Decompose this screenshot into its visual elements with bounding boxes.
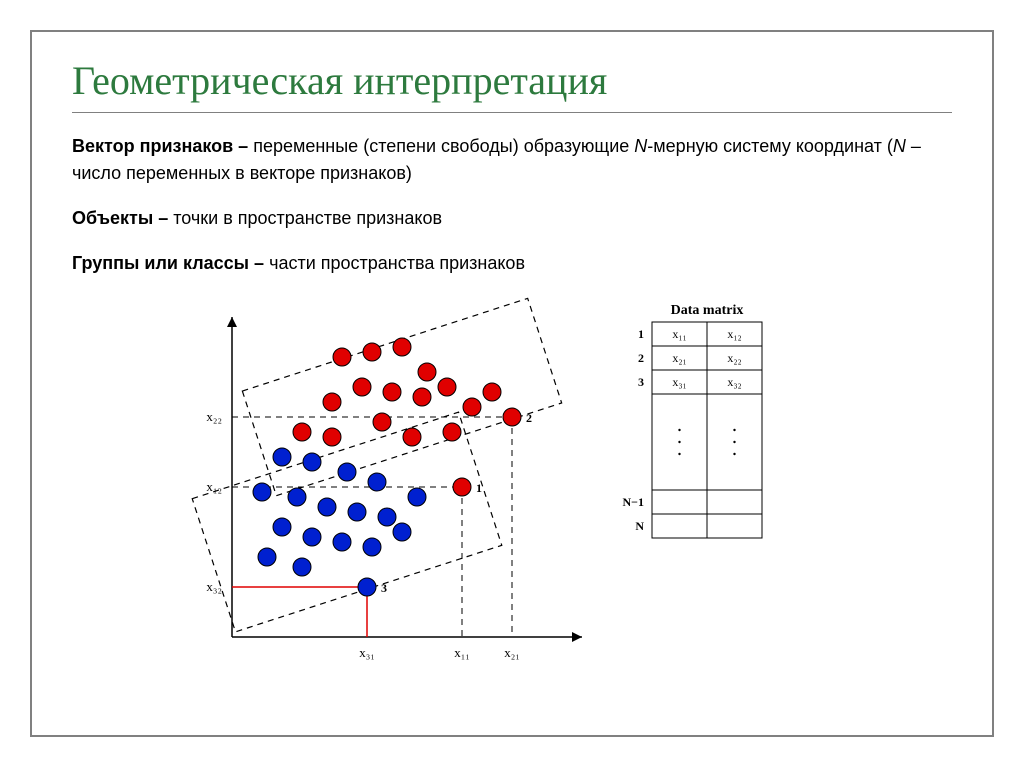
svg-text:x₂₂: x₂₂	[727, 351, 741, 365]
p1-body: переменные (степени свободы) образующие	[253, 136, 634, 156]
svg-text:2: 2	[638, 351, 644, 365]
svg-text:x₁₂: x₁₂	[727, 327, 741, 341]
svg-text:x₁₁: x₁₁	[672, 327, 686, 341]
slide-title: Геометрическая интерпретация	[72, 57, 952, 104]
svg-text:x₃₂: x₃₂	[727, 375, 741, 389]
p3-body: части пространства признаков	[269, 253, 525, 273]
svg-text:Data matrix: Data matrix	[671, 303, 744, 318]
p1-term: Вектор признаков –	[72, 136, 253, 156]
p1-n1: N	[634, 136, 647, 156]
svg-text:1: 1	[638, 327, 644, 341]
paragraph-2: Объекты – точки в пространстве признаков	[72, 205, 952, 232]
diagram: x₂₂x₁₂x₃₂x₃₁x₁₁x₂₁123Data matrix1x₁₁x₁₂2…	[152, 297, 872, 677]
scatter-svg: x₂₂x₁₂x₃₂x₃₁x₁₁x₂₁123Data matrix1x₁₁x₁₂2…	[152, 297, 872, 677]
svg-text:3: 3	[638, 375, 644, 389]
paragraph-1: Вектор признаков – переменные (степени с…	[72, 133, 952, 187]
paragraph-3: Группы или классы – части пространства п…	[72, 250, 952, 277]
svg-text:x₂₂: x₂₂	[206, 409, 222, 424]
svg-text:x₂₁: x₂₁	[504, 645, 520, 660]
svg-text:N−1: N−1	[622, 495, 644, 509]
svg-text:3: 3	[381, 581, 387, 595]
p1-tail: -мерную систему координат (	[647, 136, 893, 156]
svg-text:x₁₁: x₁₁	[454, 645, 470, 660]
svg-text:x₂₁: x₂₁	[672, 351, 686, 365]
svg-text:1: 1	[476, 481, 482, 495]
p1-n2: N	[893, 136, 906, 156]
svg-text:N: N	[635, 519, 644, 533]
title-underline	[72, 112, 952, 113]
svg-text:2: 2	[526, 411, 532, 425]
p2-term: Объекты –	[72, 208, 173, 228]
p3-term: Группы или классы –	[72, 253, 269, 273]
svg-text:x₃₁: x₃₁	[359, 645, 375, 660]
svg-text:x₃₁: x₃₁	[672, 375, 686, 389]
p2-body: точки в пространстве признаков	[173, 208, 442, 228]
slide-frame: Геометрическая интерпретация Вектор приз…	[30, 30, 994, 737]
